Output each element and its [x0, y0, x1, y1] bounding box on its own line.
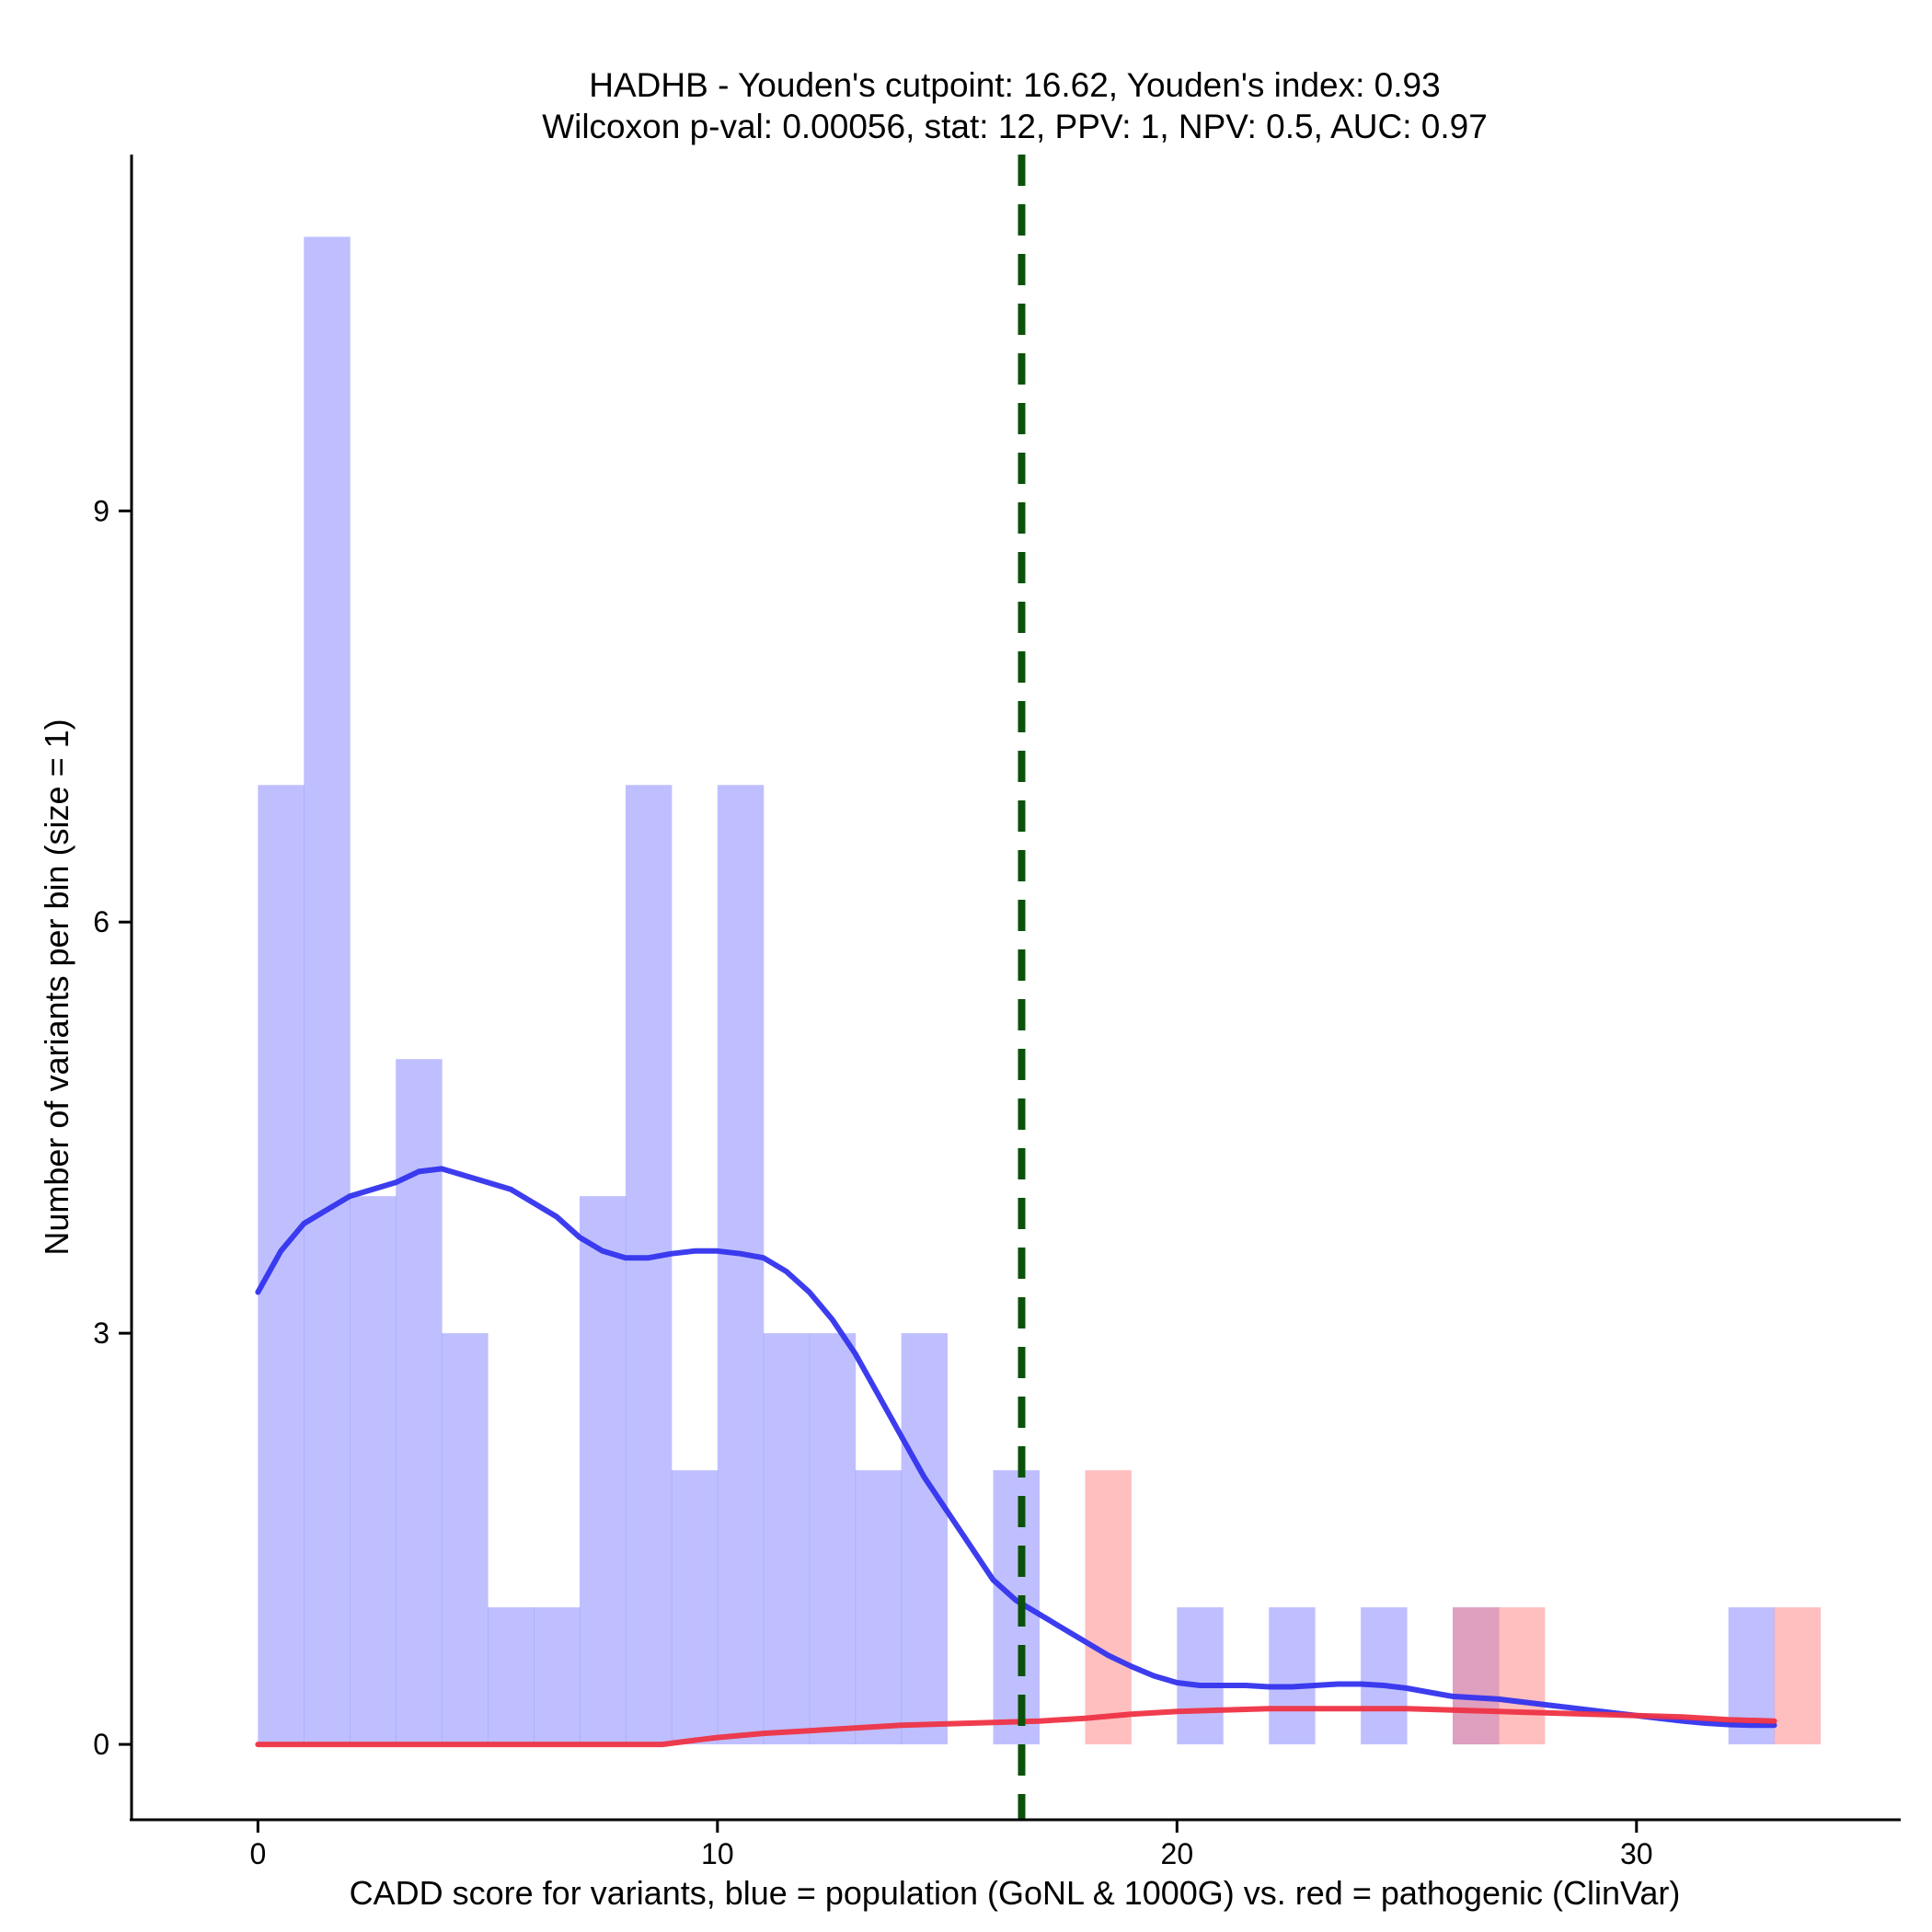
population-bar-7 — [579, 1196, 627, 1745]
pathogenic-bars — [1085, 1470, 1822, 1745]
population-bar-13 — [855, 1470, 903, 1745]
chart-title-line-2: Wilcoxon p-val: 0.00056, stat: 12, PPV: … — [542, 108, 1488, 145]
pathogenic-bar-0 — [1085, 1470, 1132, 1745]
population-bar-9 — [671, 1470, 719, 1745]
population-bar-1 — [304, 236, 351, 1745]
population-density-line — [255, 1166, 1777, 1729]
y-axis-ticks: 0 3 6 9 — [93, 494, 132, 1761]
x-tick-label-30: 30 — [1620, 1837, 1653, 1870]
population-bar-12 — [809, 1333, 857, 1745]
population-bar-17 — [1269, 1607, 1316, 1745]
y-tick-label-0: 0 — [93, 1728, 109, 1761]
pathogenic-bar-2 — [1498, 1607, 1546, 1745]
population-bar-0 — [258, 785, 305, 1745]
chart-title-line-1: HADHB - Youden's cutpoint: 16.62, Youden… — [589, 66, 1440, 104]
population-bar-14 — [901, 1333, 949, 1745]
population-bar-3 — [396, 1059, 443, 1745]
population-bar-11 — [763, 1333, 811, 1745]
population-bar-6 — [534, 1607, 581, 1745]
population-bar-10 — [717, 785, 765, 1745]
x-axis-ticks: 0 10 20 30 — [249, 1820, 1653, 1870]
x-tick-label-10: 10 — [701, 1837, 734, 1870]
y-tick-label-3: 3 — [93, 1317, 109, 1350]
population-bar-8 — [625, 785, 673, 1745]
x-tick-label-20: 20 — [1161, 1837, 1194, 1870]
population-bars — [258, 236, 1776, 1745]
y-axis-label: Number of variants per bin (size = 1) — [38, 719, 75, 1255]
y-tick-label-9: 9 — [93, 494, 109, 527]
y-tick-label-6: 6 — [93, 905, 109, 938]
population-bar-16 — [1177, 1607, 1224, 1745]
population-bar-5 — [488, 1607, 535, 1745]
pathogenic-density-line — [255, 1706, 1777, 1748]
population-bar-4 — [442, 1333, 489, 1745]
x-tick-label-0: 0 — [249, 1837, 266, 1870]
population-bar-18 — [1361, 1607, 1408, 1745]
pathogenic-bar-1 — [1453, 1607, 1500, 1745]
x-axis-label: CADD score for variants, blue = populati… — [350, 1874, 1681, 1912]
population-bar-2 — [350, 1196, 397, 1745]
pathogenic-bar-3 — [1774, 1607, 1822, 1745]
